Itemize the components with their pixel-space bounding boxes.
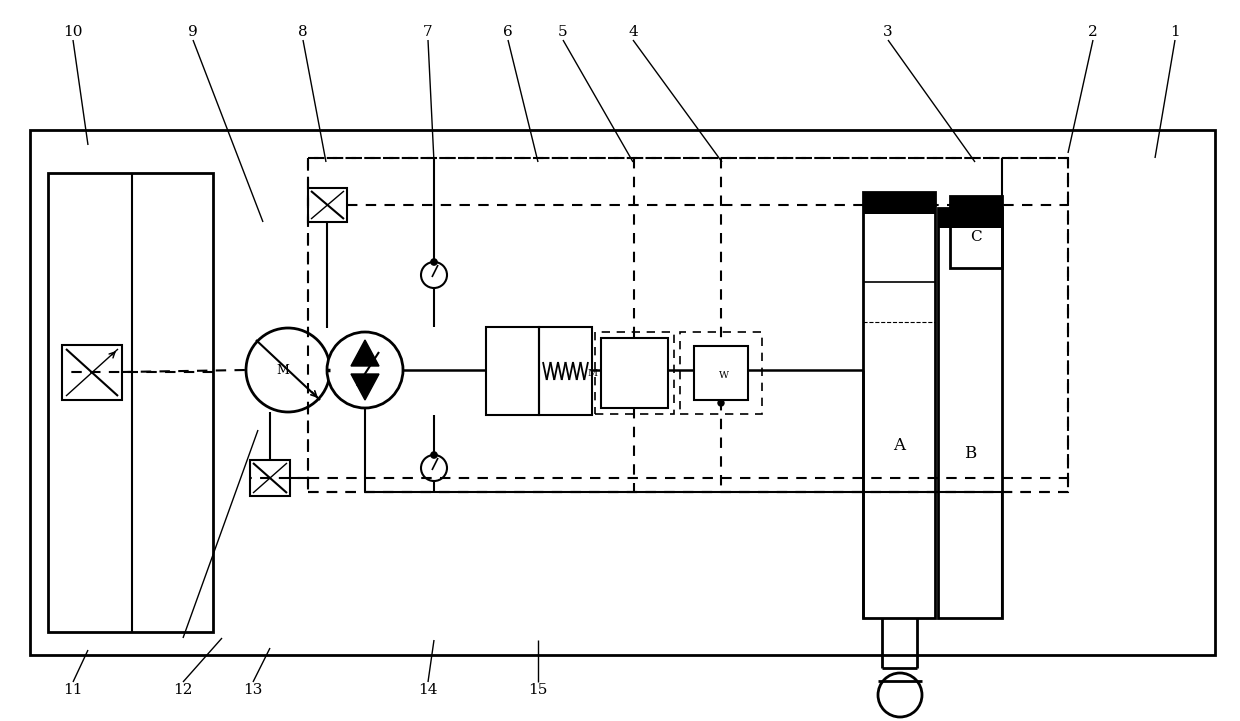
Text: 9: 9 [188, 25, 198, 39]
Text: 4: 4 [629, 25, 637, 39]
Circle shape [432, 259, 436, 265]
Text: 10: 10 [63, 25, 83, 39]
Text: A: A [893, 436, 905, 454]
Text: M: M [588, 368, 598, 378]
Text: 2: 2 [1089, 25, 1097, 39]
Text: 8: 8 [298, 25, 308, 39]
Text: C: C [970, 230, 982, 244]
Text: 6: 6 [503, 25, 513, 39]
Text: 12: 12 [174, 683, 192, 697]
Circle shape [422, 262, 446, 288]
Circle shape [422, 455, 446, 481]
Text: 11: 11 [63, 683, 83, 697]
Circle shape [246, 328, 330, 412]
Circle shape [878, 673, 923, 717]
Text: M: M [277, 363, 289, 376]
Text: B: B [963, 445, 976, 461]
Text: 13: 13 [243, 683, 263, 697]
Text: 1: 1 [1171, 25, 1180, 39]
Text: 7: 7 [423, 25, 433, 39]
Circle shape [432, 452, 436, 458]
Bar [863, 192, 935, 214]
Bar [937, 208, 1002, 228]
Text: W: W [719, 371, 729, 381]
Polygon shape [351, 374, 379, 400]
Bar [950, 196, 1002, 216]
Text: 14: 14 [418, 683, 438, 697]
Polygon shape [351, 340, 379, 366]
Circle shape [327, 332, 403, 408]
Text: 5: 5 [558, 25, 568, 39]
Text: 3: 3 [883, 25, 893, 39]
Circle shape [718, 400, 724, 406]
Text: 15: 15 [528, 683, 548, 697]
